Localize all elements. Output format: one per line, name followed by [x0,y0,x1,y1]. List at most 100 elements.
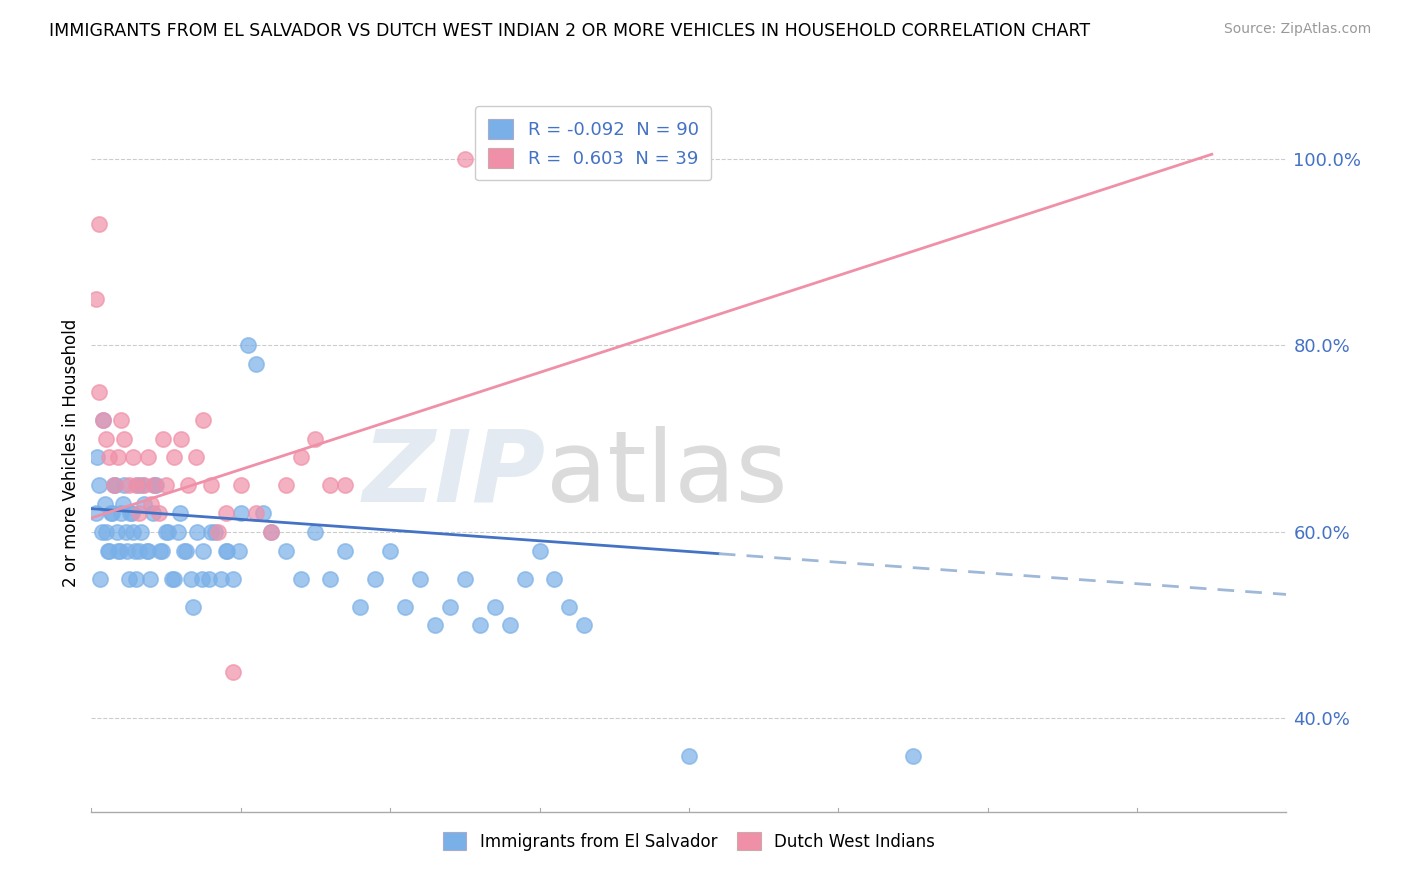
Point [128,543,150,558]
Point [143,478,166,492]
Point [173,543,195,558]
Point [101,506,124,520]
Point [319,478,342,492]
Point [229,478,252,492]
Point [110,413,132,427]
Point [96,524,118,539]
Point [96,432,118,446]
Point [222,665,245,679]
Point [513,572,536,586]
Point [87,385,110,400]
Point [114,524,136,539]
Point [115,543,138,558]
Text: atlas: atlas [546,425,787,523]
Point [543,572,565,586]
Point [304,524,326,539]
Point [131,478,153,492]
Point [349,599,371,614]
Point [290,450,312,465]
Point [87,217,110,231]
Point [94,497,117,511]
Point [678,748,700,763]
Point [93,413,115,427]
Point [127,478,149,492]
Point [98,543,121,558]
Point [132,497,155,511]
Point [103,478,125,492]
Point [84,292,107,306]
Point [138,572,160,586]
Point [107,450,129,465]
Point [122,450,145,465]
Point [84,506,107,520]
Point [181,599,204,614]
Point [335,478,357,492]
Point [454,572,477,586]
Point [124,543,146,558]
Point [87,478,110,492]
Point [215,506,238,520]
Point [136,543,159,558]
Point [274,478,297,492]
Point [103,478,125,492]
Legend: Immigrants from El Salvador, Dutch West Indians: Immigrants from El Salvador, Dutch West … [436,825,942,857]
Point [380,543,402,558]
Point [152,432,174,446]
Point [169,506,191,520]
Point [125,478,148,492]
Point [125,572,148,586]
Point [121,506,143,520]
Point [274,543,297,558]
Point [162,572,184,586]
Point [901,748,924,763]
Point [129,524,152,539]
Point [558,599,581,614]
Point [90,524,112,539]
Point [145,478,167,492]
Point [86,450,108,465]
Point [200,524,222,539]
Point [193,413,215,427]
Point [112,432,135,446]
Point [89,572,111,586]
Text: ZIP: ZIP [363,425,546,523]
Point [110,506,132,520]
Point [228,543,250,558]
Point [238,338,260,352]
Point [252,506,274,520]
Point [184,450,207,465]
Point [204,524,226,539]
Point [150,543,173,558]
Point [174,543,197,558]
Point [107,543,129,558]
Point [118,478,141,492]
Point [155,478,177,492]
Point [122,524,145,539]
Point [191,572,214,586]
Point [111,497,134,511]
Point [409,572,432,586]
Point [209,572,232,586]
Point [423,618,446,632]
Point [439,599,461,614]
Point [217,543,239,558]
Point [207,524,229,539]
Point [155,524,177,539]
Point [304,432,326,446]
Point [245,506,267,520]
Point [245,357,267,371]
Point [198,572,221,586]
Point [142,506,165,520]
Point [108,543,131,558]
Point [335,543,357,558]
Point [290,572,312,586]
Point [454,152,477,166]
Point [259,524,281,539]
Point [193,543,215,558]
Point [149,543,172,558]
Point [259,524,281,539]
Text: IMMIGRANTS FROM EL SALVADOR VS DUTCH WEST INDIAN 2 OR MORE VEHICLES IN HOUSEHOLD: IMMIGRANTS FROM EL SALVADOR VS DUTCH WES… [49,22,1090,40]
Point [128,506,150,520]
Point [364,572,387,586]
Point [148,506,170,520]
